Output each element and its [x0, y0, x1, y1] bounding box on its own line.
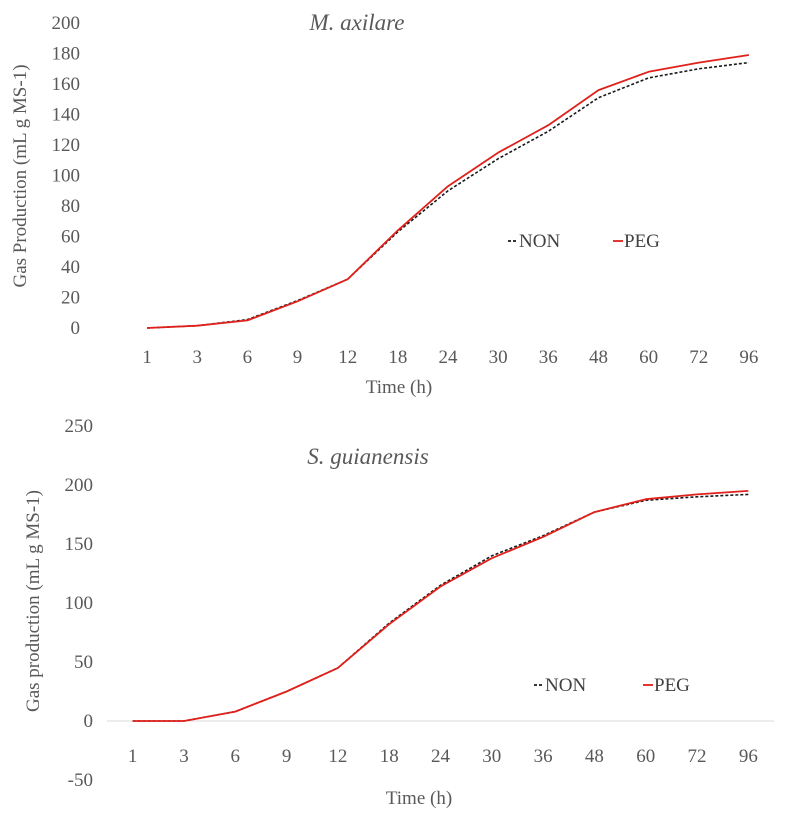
y-tick-label: 140	[52, 105, 81, 126]
y-tick-label: 150	[65, 534, 94, 555]
x-tick-label: 12	[338, 347, 357, 368]
x-tick-label: 6	[231, 746, 241, 767]
y-tick-label: 40	[61, 257, 80, 278]
y-tick-label: 200	[65, 475, 94, 496]
chart-title: S. guianensis	[307, 444, 428, 469]
x-tick-label: 9	[282, 746, 292, 767]
series-line-non	[147, 61, 749, 329]
y-tick-label: 120	[52, 135, 81, 156]
x-tick-label: 24	[431, 746, 451, 767]
x-tick-label: 48	[585, 746, 604, 767]
y-tick-label: 0	[84, 711, 94, 732]
x-tick-label: 1	[142, 347, 152, 368]
x-tick-label: 24	[439, 347, 459, 368]
x-tick-label: 36	[534, 746, 553, 767]
y-tick-label: 0	[71, 318, 81, 339]
x-tick-label: 12	[328, 746, 347, 767]
y-tick-label: 20	[61, 288, 80, 309]
series-line-non	[132, 493, 749, 722]
x-tick-label: 30	[482, 746, 501, 767]
y-tick-label: 100	[52, 166, 81, 187]
y-axis-title: Gas Production (mL g MS-1)	[10, 64, 31, 287]
x-tick-label: 60	[639, 347, 658, 368]
legend-item-peg: PEG	[643, 675, 690, 696]
x-tick-label: 36	[539, 347, 558, 368]
series-line-peg	[147, 54, 750, 329]
legend-item-peg: PEG	[613, 231, 660, 252]
x-tick-label: 60	[636, 746, 655, 767]
y-axis-title: Gas production (mL g MS-1)	[23, 490, 44, 712]
y-tick-label: 250	[65, 416, 94, 437]
x-tick-label: 18	[380, 746, 399, 767]
x-axis-title: Time (h)	[366, 377, 432, 398]
chart-title: M. axilare	[309, 10, 405, 35]
y-tick-label: 80	[61, 196, 80, 217]
x-tick-label: 30	[489, 347, 508, 368]
y-tick-label: 200	[52, 13, 81, 34]
y-tick-label: 180	[52, 44, 81, 65]
x-tick-label: 72	[688, 746, 707, 767]
x-tick-label: 18	[388, 347, 407, 368]
x-tick-label: 9	[293, 347, 303, 368]
x-tick-label: 3	[192, 347, 202, 368]
legend-label: NON	[519, 231, 560, 252]
legend-label: NON	[545, 675, 586, 696]
x-tick-label: 72	[689, 347, 708, 368]
x-tick-label: 96	[739, 347, 758, 368]
legend-item-non: NON	[534, 675, 586, 696]
y-tick-label: 50	[74, 652, 93, 673]
legend-label: PEG	[624, 231, 660, 252]
x-tick-label: 3	[179, 746, 189, 767]
x-tick-label: 48	[589, 347, 608, 368]
x-tick-label: 1	[128, 746, 138, 767]
legend-item-non: NON	[508, 231, 560, 252]
series-line-peg	[132, 490, 749, 722]
x-tick-label: 96	[739, 746, 758, 767]
y-tick-label: 160	[52, 74, 81, 95]
y-tick-label: -50	[68, 770, 93, 791]
legend-label: PEG	[654, 675, 690, 696]
y-tick-label: 60	[61, 227, 80, 248]
y-tick-label: 100	[65, 593, 94, 614]
x-tick-label: 6	[243, 347, 253, 368]
x-axis-title: Time (h)	[386, 788, 452, 809]
